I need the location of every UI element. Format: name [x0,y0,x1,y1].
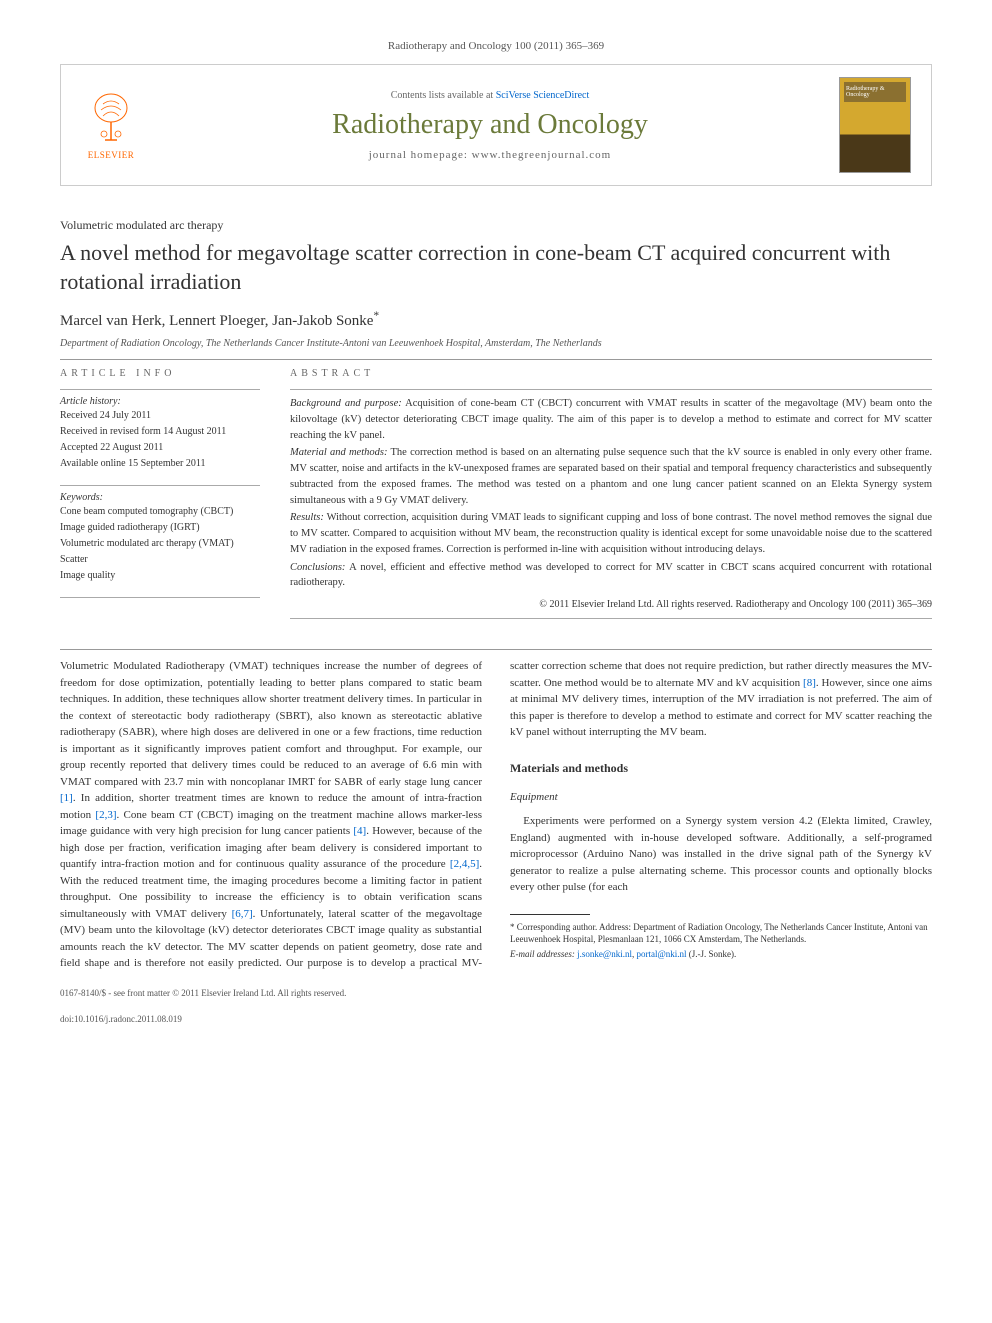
journal-header: ELSEVIER Contents lists available at Sci… [60,64,932,186]
ref-link[interactable]: [1] [60,792,73,804]
journal-cover-thumbnail: Radiotherapy & Oncology [839,77,911,173]
email-link[interactable]: j.sonke@nki.nl [577,949,632,959]
article-title: A novel method for megavoltage scatter c… [60,239,932,296]
contents-prefix: Contents lists available at [391,90,496,101]
abstract-mm-text: The correction method is based on an alt… [290,447,932,505]
abstract-divider [290,618,932,619]
abstract-bg-label: Background and purpose: [290,398,402,409]
affiliation: Department of Radiation Oncology, The Ne… [60,338,932,349]
footnote-separator [510,914,590,915]
keyword-item: Cone beam computed tomography (CBCT) [60,505,260,519]
article-type: Volumetric modulated arc therapy [60,218,932,233]
ref-link[interactable]: [2,4,5] [450,858,479,870]
article-info-heading: ARTICLE INFO [60,368,260,379]
ref-link[interactable]: [8] [803,677,816,689]
homepage-prefix: journal homepage: [369,149,472,161]
footnote-block: * Corresponding author. Address: Departm… [510,921,932,961]
author-names: Marcel van Herk, Lennert Ploeger, Jan-Ja… [60,313,373,329]
abstract-mm-label: Material and methods: [290,447,387,458]
corresp-footnote: * Corresponding author. Address: Departm… [510,921,932,946]
sciencedirect-link[interactable]: SciVerse ScienceDirect [496,90,590,101]
email-label: E-mail addresses: [510,949,575,959]
cover-title: Radiotherapy & Oncology [844,82,906,102]
body-text: Volumetric Modulated Radiotherapy (VMAT)… [60,658,932,972]
email-link[interactable]: portal@nki.nl [636,949,686,959]
abstract-column: ABSTRACT Background and purpose: Acquisi… [290,368,932,625]
ref-link[interactable]: [2,3] [95,809,116,821]
homepage-url: www.thegreenjournal.com [472,149,612,161]
equipment-paragraph: Experiments were performed on a Synergy … [510,813,932,896]
corresp-marker: * [373,310,379,322]
article-info-sidebar: ARTICLE INFO Article history: Received 2… [60,368,260,625]
materials-heading: Materials and methods [510,759,932,777]
ref-link[interactable]: [4] [353,825,366,837]
elsevier-logo: ELSEVIER [81,85,141,165]
abstract-con-label: Conclusions: [290,562,345,573]
abstract-heading: ABSTRACT [290,368,932,379]
footer-copyright: 0167-8140/$ - see front matter © 2011 El… [60,988,932,998]
journal-name: Radiotherapy and Oncology [141,109,839,141]
footer-doi: doi:10.1016/j.radonc.2011.08.019 [60,1014,932,1024]
contents-line: Contents lists available at SciVerse Sci… [141,90,839,101]
info-divider [60,597,260,598]
info-divider [60,485,260,486]
divider [60,359,932,360]
elsevier-label: ELSEVIER [88,150,135,160]
history-item: Received in revised form 14 August 2011 [60,425,260,439]
body-text-span: Volumetric Modulated Radiotherapy (VMAT)… [60,660,482,788]
ref-link[interactable]: [6,7] [232,908,253,920]
info-divider [60,389,260,390]
equipment-heading: Equipment [510,789,932,806]
elsevier-tree-icon [89,90,133,148]
history-item: Available online 15 September 2011 [60,457,260,471]
authors: Marcel van Herk, Lennert Ploeger, Jan-Ja… [60,310,932,330]
keyword-item: Volumetric modulated arc therapy (VMAT) [60,537,260,551]
abstract-divider [290,389,932,390]
abstract-res-label: Results: [290,512,324,523]
abstract-con-text: A novel, efficient and effective method … [290,562,932,589]
journal-reference: Radiotherapy and Oncology 100 (2011) 365… [60,40,932,52]
history-item: Received 24 July 2011 [60,409,260,423]
journal-homepage: journal homepage: www.thegreenjournal.co… [141,149,839,161]
abstract-res-text: Without correction, acquisition during V… [290,512,932,555]
keyword-item: Image guided radiotherapy (IGRT) [60,521,260,535]
divider [60,649,932,650]
email-person: (J.-J. Sonke). [687,949,737,959]
keyword-item: Scatter [60,553,260,567]
abstract-copyright: © 2011 Elsevier Ireland Ltd. All rights … [290,597,932,612]
history-label: Article history: [60,396,260,407]
keyword-item: Image quality [60,569,260,583]
keywords-label: Keywords: [60,492,260,503]
history-item: Accepted 22 August 2011 [60,441,260,455]
